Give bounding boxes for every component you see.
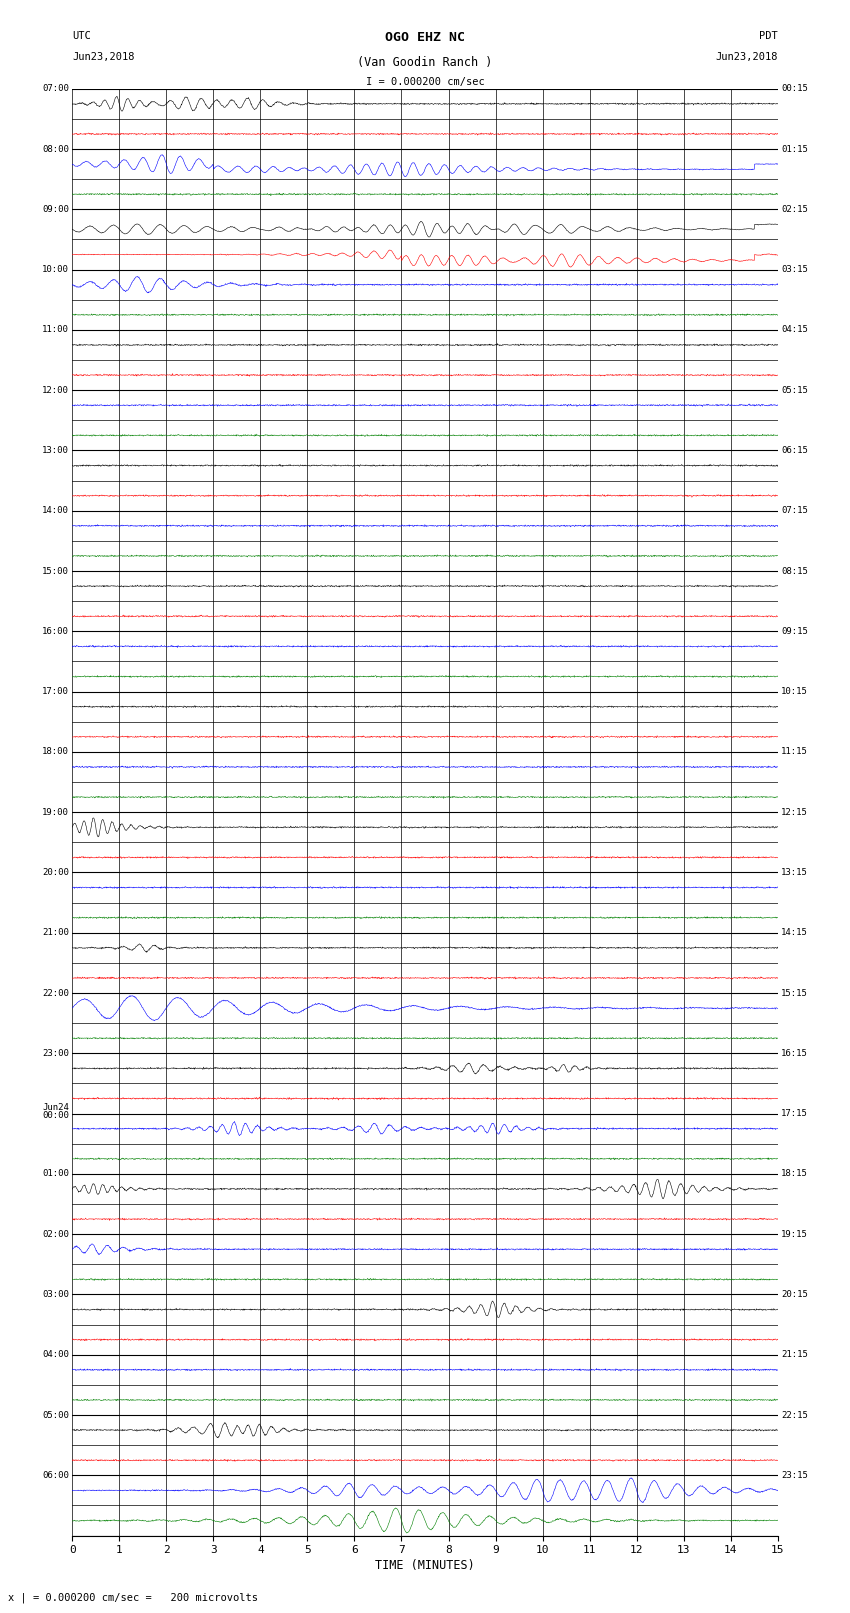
- Text: UTC: UTC: [72, 31, 91, 42]
- Text: 03:15: 03:15: [781, 265, 808, 274]
- Text: 08:00: 08:00: [42, 145, 69, 153]
- X-axis label: TIME (MINUTES): TIME (MINUTES): [375, 1560, 475, 1573]
- Text: 19:00: 19:00: [42, 808, 69, 816]
- Text: 21:00: 21:00: [42, 927, 69, 937]
- Text: 18:00: 18:00: [42, 747, 69, 756]
- Text: 15:15: 15:15: [781, 989, 808, 997]
- Text: 05:00: 05:00: [42, 1410, 69, 1419]
- Text: 12:00: 12:00: [42, 386, 69, 395]
- Text: 01:00: 01:00: [42, 1169, 69, 1179]
- Text: 09:15: 09:15: [781, 627, 808, 636]
- Text: I = 0.000200 cm/sec: I = 0.000200 cm/sec: [366, 77, 484, 87]
- Text: 23:15: 23:15: [781, 1471, 808, 1479]
- Text: 16:00: 16:00: [42, 627, 69, 636]
- Text: 02:15: 02:15: [781, 205, 808, 215]
- Text: 19:15: 19:15: [781, 1229, 808, 1239]
- Text: 11:00: 11:00: [42, 326, 69, 334]
- Text: 07:15: 07:15: [781, 506, 808, 515]
- Text: Jun23,2018: Jun23,2018: [72, 52, 135, 63]
- Text: 09:00: 09:00: [42, 205, 69, 215]
- Text: 06:15: 06:15: [781, 445, 808, 455]
- Text: 04:15: 04:15: [781, 326, 808, 334]
- Text: 15:00: 15:00: [42, 566, 69, 576]
- Text: (Van Goodin Ranch ): (Van Goodin Ranch ): [357, 56, 493, 69]
- Text: 05:15: 05:15: [781, 386, 808, 395]
- Text: 02:00: 02:00: [42, 1229, 69, 1239]
- Text: 18:15: 18:15: [781, 1169, 808, 1179]
- Text: 11:15: 11:15: [781, 747, 808, 756]
- Text: 07:00: 07:00: [42, 84, 69, 94]
- Text: x | = 0.000200 cm/sec =   200 microvolts: x | = 0.000200 cm/sec = 200 microvolts: [8, 1592, 258, 1603]
- Text: 01:15: 01:15: [781, 145, 808, 153]
- Text: 17:15: 17:15: [781, 1110, 808, 1118]
- Text: 14:00: 14:00: [42, 506, 69, 515]
- Text: 13:15: 13:15: [781, 868, 808, 877]
- Text: 00:00: 00:00: [42, 1111, 69, 1119]
- Text: 04:00: 04:00: [42, 1350, 69, 1360]
- Text: 20:00: 20:00: [42, 868, 69, 877]
- Text: 22:00: 22:00: [42, 989, 69, 997]
- Text: Jun23,2018: Jun23,2018: [715, 52, 778, 63]
- Text: 10:00: 10:00: [42, 265, 69, 274]
- Text: 17:00: 17:00: [42, 687, 69, 697]
- Text: 16:15: 16:15: [781, 1048, 808, 1058]
- Text: 03:00: 03:00: [42, 1290, 69, 1298]
- Text: 20:15: 20:15: [781, 1290, 808, 1298]
- Text: 21:15: 21:15: [781, 1350, 808, 1360]
- Text: 22:15: 22:15: [781, 1410, 808, 1419]
- Text: 00:15: 00:15: [781, 84, 808, 94]
- Text: PDT: PDT: [759, 31, 778, 42]
- Text: 10:15: 10:15: [781, 687, 808, 697]
- Text: 13:00: 13:00: [42, 445, 69, 455]
- Text: 12:15: 12:15: [781, 808, 808, 816]
- Text: OGO EHZ NC: OGO EHZ NC: [385, 31, 465, 45]
- Text: 23:00: 23:00: [42, 1048, 69, 1058]
- Text: 06:00: 06:00: [42, 1471, 69, 1479]
- Text: Jun24: Jun24: [42, 1103, 69, 1111]
- Text: 14:15: 14:15: [781, 927, 808, 937]
- Text: 08:15: 08:15: [781, 566, 808, 576]
